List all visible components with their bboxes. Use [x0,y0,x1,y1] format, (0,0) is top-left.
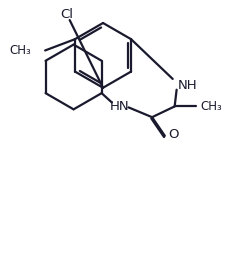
Text: O: O [167,128,178,141]
Text: Cl: Cl [60,8,73,21]
Text: CH₃: CH₃ [10,44,31,57]
Text: NH: NH [177,79,196,92]
Text: HN: HN [109,100,129,113]
Text: CH₃: CH₃ [199,100,221,113]
